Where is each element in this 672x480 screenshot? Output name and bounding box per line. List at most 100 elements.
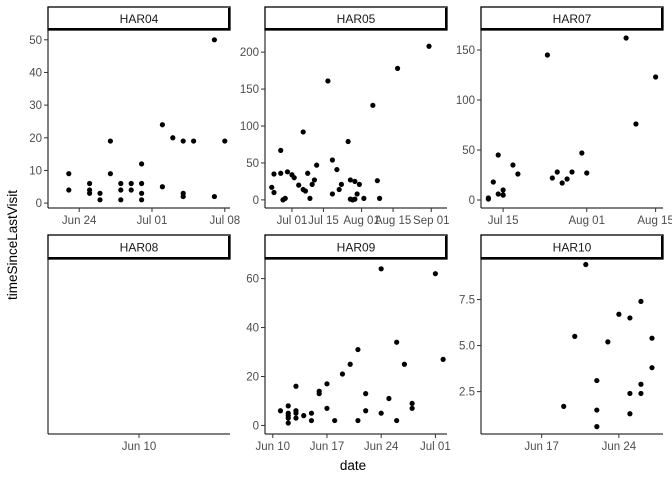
data-point <box>627 390 633 397</box>
facet-strip-label: HAR09 <box>337 241 376 255</box>
data-point <box>510 162 516 168</box>
data-point <box>354 191 360 197</box>
data-point <box>159 122 165 128</box>
data-point <box>66 187 72 193</box>
y-tick-label: 0 <box>469 195 475 207</box>
data-point <box>334 166 340 173</box>
data-point <box>311 177 318 183</box>
data-point <box>87 180 93 187</box>
data-point <box>355 346 361 353</box>
facet-strip <box>480 234 664 260</box>
data-point <box>500 187 506 193</box>
data-point <box>361 195 367 201</box>
data-point <box>302 188 309 194</box>
data-point <box>495 191 501 197</box>
y-tick-label: 50 <box>462 145 475 157</box>
y-tick-label: 40 <box>246 323 259 335</box>
data-point <box>394 65 401 72</box>
facet-panel-har10: HAR10 2.5 5.0 7.5 Jun 17 Jun 24 <box>459 234 664 453</box>
facet-strip-label: HAR07 <box>553 12 592 26</box>
data-point <box>500 192 506 198</box>
data-point <box>97 197 103 203</box>
data-point <box>633 121 639 127</box>
data-point <box>325 78 331 84</box>
data-point <box>370 102 376 108</box>
data-point <box>128 187 134 193</box>
data-point <box>293 410 299 416</box>
data-point <box>324 381 330 387</box>
data-point <box>495 152 501 158</box>
data-point <box>293 415 299 421</box>
data-point <box>616 311 622 317</box>
data-point <box>440 356 446 362</box>
data-point <box>139 180 145 187</box>
data-point <box>285 403 291 409</box>
x-tick-label: Jun 24 <box>364 441 399 453</box>
data-point <box>180 193 186 200</box>
data-point <box>564 176 570 182</box>
data-point <box>211 193 217 200</box>
facet-panel-har07: HAR07 0 50 100 150 Jul 15 Aug 01 Aug 15 <box>456 6 672 227</box>
data-point <box>324 405 330 411</box>
data-point <box>87 190 93 196</box>
data-point <box>638 390 644 397</box>
data-point <box>627 315 633 321</box>
data-point <box>485 196 491 202</box>
facet-strip-edge <box>48 8 230 30</box>
data-point <box>426 43 432 49</box>
data-point <box>316 388 322 394</box>
facet-strip-edge <box>265 236 447 259</box>
y-tick-label: 30 <box>29 100 42 112</box>
data-point <box>569 169 575 175</box>
data-point <box>307 195 313 201</box>
data-point <box>291 175 297 181</box>
data-point <box>352 178 358 185</box>
data-point <box>285 415 291 421</box>
data-point <box>653 74 659 80</box>
data-point <box>269 184 275 190</box>
y-tick-label: 150 <box>240 84 259 96</box>
data-point <box>549 175 555 181</box>
x-tick-label: Jun 24 <box>62 215 97 227</box>
data-point <box>309 181 315 187</box>
data-point <box>222 138 228 144</box>
x-tick-label: Jun 17 <box>310 441 345 453</box>
x-tick-label: Aug 01 <box>569 215 605 227</box>
facet-strip-label: HAR10 <box>553 241 592 255</box>
data-point <box>345 138 351 145</box>
data-point <box>355 417 361 424</box>
data-point <box>180 138 186 144</box>
data-point <box>293 383 299 389</box>
data-point <box>594 407 600 413</box>
x-tick-label: Jun 24 <box>602 441 637 453</box>
data-point <box>356 181 362 187</box>
data-point <box>308 410 315 416</box>
data-point <box>305 170 311 176</box>
data-point <box>332 417 338 424</box>
facet-strip-edge <box>481 8 663 30</box>
data-point <box>211 37 217 43</box>
data-point <box>649 365 655 371</box>
x-tick-label: Jul 01 <box>277 215 308 227</box>
y-tick-label: 7.5 <box>459 295 475 307</box>
data-point <box>561 403 567 409</box>
y-tick-label: 40 <box>29 67 42 79</box>
data-point <box>376 195 383 201</box>
data-point <box>107 138 113 144</box>
data-point <box>278 147 284 153</box>
facet-strip-label: HAR05 <box>337 12 376 26</box>
y-tick-label: 150 <box>456 45 475 57</box>
data-point <box>378 410 384 416</box>
data-point <box>378 266 384 272</box>
x-tick-label: Jul 08 <box>209 215 240 227</box>
data-point <box>66 171 72 177</box>
data-point <box>139 161 145 167</box>
data-point <box>544 52 551 58</box>
data-point <box>271 189 277 196</box>
data-point <box>363 408 369 414</box>
data-point <box>314 162 320 168</box>
data-point <box>139 197 145 203</box>
y-tick-label: 100 <box>240 121 259 133</box>
data-point <box>394 339 400 345</box>
